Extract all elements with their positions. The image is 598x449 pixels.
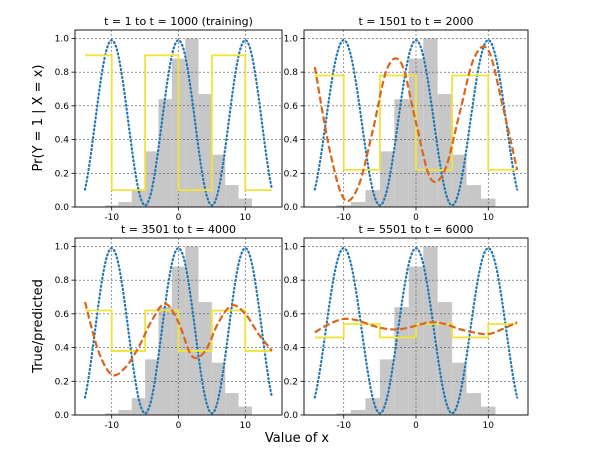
histogram-bar	[198, 94, 212, 207]
y-tick-label: 0.6	[55, 310, 70, 320]
x-tick-label: 0	[413, 421, 419, 431]
y-tick-label: 0.0	[284, 411, 299, 421]
histogram-bar	[466, 393, 482, 415]
panel-title: t = 1 to t = 1000 (training)	[104, 15, 253, 28]
true-probability-curve	[83, 38, 274, 207]
prediction-curve	[83, 301, 273, 377]
y-tick-label: 0.4	[55, 136, 70, 146]
panel-title: t = 5501 to t = 6000	[358, 223, 473, 236]
histogram-bar	[158, 99, 172, 207]
x-tick-label: 10	[483, 421, 495, 431]
y-tick-label: 1.0	[55, 34, 70, 44]
y-tick-label: 0.4	[284, 344, 299, 354]
y-tick-label: 0.8	[55, 276, 70, 286]
y-tick-label: 0.4	[284, 136, 299, 146]
x-tick-label: 10	[483, 213, 495, 223]
x-tick-label: -10	[336, 213, 351, 223]
step-function-line	[314, 323, 518, 339]
y-tick-label: 0.6	[284, 102, 299, 112]
y-tick-label: 0.2	[284, 169, 298, 179]
panel-title: t = 3501 to t = 4000	[121, 223, 236, 236]
histogram-bar	[408, 266, 424, 415]
x-tick-label: 0	[176, 421, 182, 431]
y-tick-label: 0.8	[284, 68, 299, 78]
panel-top-left: t = 1 to t = 1000 (training) -10 0 10 0.0 0.2…	[55, 15, 283, 223]
panel-title: t = 1501 to t = 2000	[358, 15, 473, 28]
y-tick-label: 0.0	[55, 203, 70, 213]
y-tick-label: 0.2	[55, 377, 69, 387]
histogram-bar	[198, 302, 212, 415]
histogram-bar	[225, 393, 239, 415]
y-tick-label: 0.0	[55, 411, 70, 421]
histogram-bar	[379, 151, 395, 207]
y-tick-label: 1.0	[284, 242, 299, 252]
histogram-bar	[350, 201, 366, 207]
panel-bottom-right: t = 5501 to t = 6000 -10 0 10 0.0 0.2 0.4 0.6 0.…	[284, 223, 529, 431]
y-tick-label: 1.0	[284, 34, 299, 44]
x-axis-label: Value of x	[265, 431, 329, 446]
histogram-bar	[394, 99, 409, 207]
histogram-bar	[350, 409, 366, 415]
y-tick-label: 0.2	[55, 169, 69, 179]
y-axis-label-top: Pr(Y = 1 | X = x)	[31, 65, 46, 172]
y-tick-label: 0.0	[284, 203, 299, 213]
x-tick-label: 0	[413, 213, 419, 223]
y-tick-label: 0.8	[284, 276, 299, 286]
y-tick-label: 0.4	[55, 344, 70, 354]
x-tick-label: 10	[240, 213, 252, 223]
panel-top-right: t = 1501 to t = 2000 -10 0 10 0.0 0.2 0.4 0.6 0.…	[284, 15, 529, 223]
histogram-bar	[437, 302, 453, 415]
x-tick-label: -10	[104, 421, 119, 431]
true-probability-curve	[83, 246, 274, 415]
x-tick-label: 0	[176, 213, 182, 223]
histogram-bar	[423, 38, 438, 207]
histogram-bar	[158, 307, 172, 415]
y-tick-label: 0.6	[55, 102, 70, 112]
step-function-line	[85, 54, 272, 192]
histogram-bar	[225, 185, 239, 207]
panel-bottom-left: t = 3501 to t = 4000 -10 0 10 0.0 0.2 0.4 0.6 0.…	[55, 223, 283, 431]
y-tick-label: 1.0	[55, 242, 70, 252]
y-axis-label-bottom: True/predicted	[31, 279, 46, 374]
true-probability-curve	[313, 246, 519, 415]
prediction-curve	[314, 317, 518, 336]
x-tick-label: -10	[104, 213, 119, 223]
y-tick-label: 0.6	[284, 310, 299, 320]
y-tick-label: 0.8	[55, 68, 70, 78]
histogram-bar	[466, 185, 482, 207]
prediction-curve	[313, 45, 519, 203]
histogram-bar	[118, 409, 132, 415]
x-tick-label: 10	[240, 421, 252, 431]
y-tick-label: 0.2	[284, 377, 298, 387]
histogram-bar	[423, 246, 438, 415]
x-tick-label: -10	[336, 421, 351, 431]
histogram-bar	[118, 201, 132, 207]
step-function-line	[85, 309, 272, 352]
histogram-bar	[394, 307, 409, 415]
histogram-bar	[379, 359, 395, 415]
